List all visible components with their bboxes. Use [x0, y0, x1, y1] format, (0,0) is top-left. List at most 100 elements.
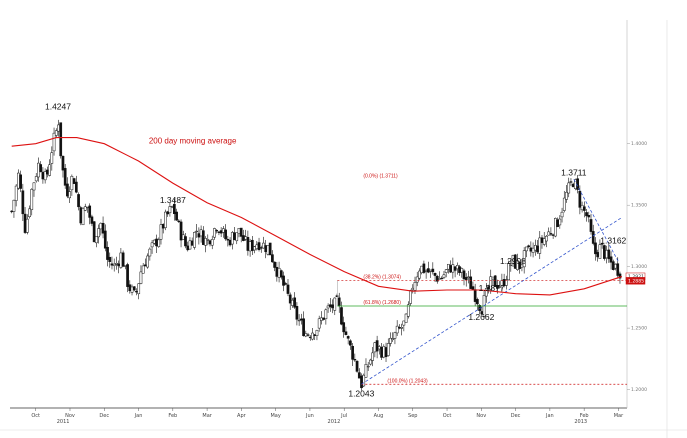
candle-body [137, 283, 141, 295]
candle-body [90, 216, 94, 224]
candle-body [380, 347, 383, 358]
moving-average-label: 200 day moving average [149, 137, 237, 146]
x-tick-label: Jan [134, 413, 143, 419]
candle-body [565, 191, 568, 200]
candle-body [86, 206, 89, 209]
candle-body [119, 252, 123, 268]
candle-body [585, 212, 588, 217]
candle-body [37, 162, 40, 178]
candle-body [112, 263, 116, 267]
candle-body [308, 336, 312, 339]
x-tick-label: Nov [476, 413, 486, 419]
candle-body [587, 215, 591, 218]
candle-body [63, 168, 67, 186]
candle-body [161, 223, 165, 229]
candle-body [424, 270, 428, 272]
candle-body [215, 229, 219, 232]
candle-body [455, 265, 459, 270]
candle-body [188, 240, 192, 250]
candle-body [540, 237, 544, 243]
candle-body [266, 245, 270, 255]
candle-body [411, 287, 415, 291]
candle-body [43, 171, 47, 181]
candle-body [614, 263, 617, 269]
fib-level-label: (38.2%) (1.3074) [363, 274, 401, 280]
candle-body [453, 266, 457, 271]
candle-body [279, 270, 283, 278]
candle-body [277, 267, 281, 278]
x-tick-label: Jul [340, 413, 347, 419]
candle-body [14, 185, 18, 201]
x-tick-label: Oct [31, 413, 40, 419]
candle-body [217, 231, 221, 233]
x-tick-label: Jun [305, 413, 314, 419]
candle-body [464, 277, 468, 280]
candle-body [237, 228, 241, 234]
x-tick-label: Dec [511, 413, 521, 419]
candle-body [600, 243, 604, 245]
candle-body [226, 238, 230, 241]
candle-body [139, 271, 143, 284]
candle-body [255, 244, 259, 249]
candle-body [17, 172, 20, 189]
candle-body [88, 205, 92, 218]
x-tick-label: Feb [580, 413, 589, 419]
candle-body [54, 130, 58, 136]
candle-body [230, 232, 234, 245]
candle-body [313, 334, 317, 336]
trend-line [573, 179, 619, 262]
price-box-label: 1.2921 [628, 274, 644, 280]
candle-body [286, 284, 290, 294]
candle-body [605, 250, 608, 259]
candle-body [61, 155, 65, 171]
y-tick-label: 1.2000 [631, 387, 647, 393]
candle-body [402, 320, 406, 326]
candle-body [219, 230, 223, 234]
candle-body [28, 208, 31, 218]
x-tick-label: Oct [443, 413, 452, 419]
candle-body [197, 233, 201, 238]
candle-body [39, 164, 43, 172]
candle-body [244, 236, 248, 240]
candle-body [23, 213, 27, 233]
candle-body [422, 263, 426, 273]
candle-body [398, 327, 401, 329]
x-tick-label: Mar [202, 413, 212, 419]
candle-body [427, 268, 430, 273]
candle-body [484, 288, 488, 297]
candle-body [369, 359, 372, 365]
candle-body [77, 194, 80, 208]
candle-body [320, 317, 323, 321]
candle-body [591, 231, 595, 244]
candle-body [59, 122, 63, 157]
candle-body [41, 171, 45, 180]
candle-body [382, 346, 386, 358]
price-box-label: 1.2885 [628, 278, 644, 284]
candle-body [293, 297, 297, 308]
candle-body [155, 238, 158, 247]
candle-body [181, 234, 185, 240]
candle-body [460, 268, 464, 273]
candle-body [529, 247, 533, 252]
candle-body [302, 318, 305, 337]
candle-body [527, 245, 530, 247]
x-tick-label: Nov [65, 413, 75, 419]
candle-body [533, 245, 537, 251]
candle-body [48, 164, 51, 176]
candle-body [556, 219, 559, 227]
candle-body [373, 342, 377, 353]
candle-body [558, 218, 562, 226]
candle-body [489, 276, 493, 290]
candle-body [438, 278, 441, 280]
candle-body [549, 233, 553, 235]
candle-body [32, 182, 36, 191]
moving-average-line [11, 137, 623, 296]
candle-body [248, 241, 252, 252]
candle-body [420, 265, 424, 274]
candle-body [324, 309, 328, 320]
candle-body [164, 211, 167, 228]
candle-body [418, 270, 421, 279]
price-annotation: 1.2043 [348, 388, 374, 398]
candle-body [25, 218, 29, 233]
